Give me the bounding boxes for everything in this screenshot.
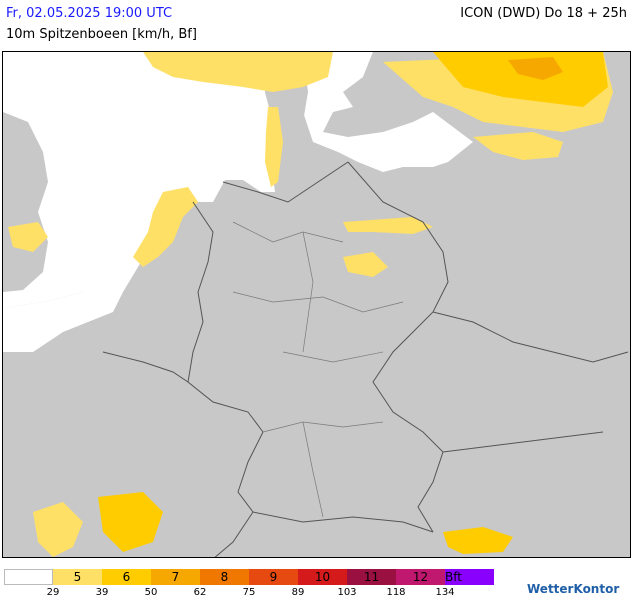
wind-gust-map [2, 51, 631, 558]
gust-zone-central-2 [343, 252, 388, 277]
gust-zone-northeast-core [433, 52, 608, 107]
legend-swatch-2: 6 [102, 569, 151, 585]
gust-zone-netherlands-coast [133, 187, 198, 267]
legend-swatch-3: 7 [151, 569, 200, 585]
legend-ticks: 29 39 50 62 75 89 103 118 134 [4, 587, 504, 599]
gust-zone-jutland-coast [265, 107, 283, 187]
gust-zone-northeast-max [508, 57, 563, 80]
legend-swatch-9: Bft [445, 569, 494, 585]
parameter-title: 10m Spitzenboeen [km/h, Bf] [6, 27, 197, 42]
wetterkontor-logo: WetterKontor [527, 582, 620, 596]
gust-zone-poland-coast [473, 132, 563, 160]
color-legend: 5 6 7 8 9 10 11 12 Bft [4, 569, 494, 585]
gust-zone-southwest-2 [98, 492, 163, 552]
legend-tick: 118 [386, 587, 406, 598]
baltic-sea [303, 52, 473, 172]
legend-tick: 89 [291, 587, 305, 598]
country-borders [102, 161, 629, 557]
legend-tick: 29 [46, 587, 60, 598]
english-channel [3, 292, 123, 352]
legend-swatch-1: 5 [53, 569, 102, 585]
legend-swatch-4: 8 [200, 569, 249, 585]
legend-tick: 134 [435, 587, 455, 598]
legend-tick: 103 [337, 587, 357, 598]
gust-zone-uk [8, 222, 48, 252]
legend-tick: 50 [144, 587, 158, 598]
legend-swatch-0 [4, 569, 53, 585]
legend-tick: 62 [193, 587, 207, 598]
north-sea [3, 52, 275, 308]
gust-zone-north [143, 52, 333, 92]
forecast-valid-time: Fr, 02.05.2025 19:00 UTC [6, 6, 173, 21]
legend-swatch-8: 12 [396, 569, 445, 585]
gust-zone-alps [443, 527, 513, 554]
gust-zone-southwest [33, 502, 83, 557]
legend-swatch-7: 11 [347, 569, 396, 585]
gust-zone-central-1 [343, 217, 433, 234]
legend-tick: 39 [95, 587, 109, 598]
legend-swatch-6: 10 [298, 569, 347, 585]
model-run-label: ICON (DWD) Do 18 + 25h [460, 6, 627, 21]
state-borders [232, 221, 404, 518]
legend-tick: 75 [242, 587, 256, 598]
map-canvas [3, 52, 630, 557]
legend-swatch-5: 9 [249, 569, 298, 585]
